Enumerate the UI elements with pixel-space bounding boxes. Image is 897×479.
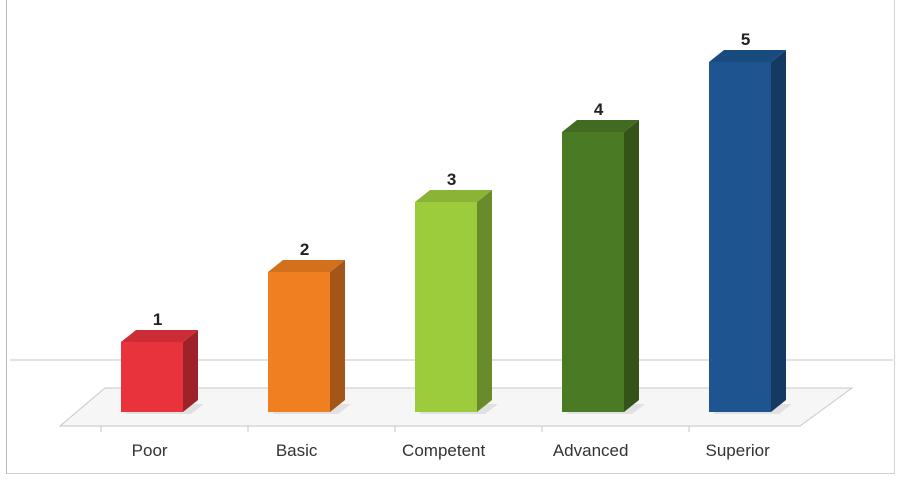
bar-top-2 — [268, 260, 345, 272]
bar-side-2 — [330, 260, 345, 412]
x-tick-label-2: Basic — [276, 441, 322, 460]
data-label-3: 3 — [447, 170, 461, 189]
bar-2 — [268, 272, 330, 412]
data-label-1: 1 — [153, 310, 167, 329]
data-label-5: 5 — [741, 30, 755, 49]
bar-side-3 — [477, 190, 492, 412]
labels-layer: 1 Poor 2 Basic 3 Competent 4 Advanced 5 … — [100, 30, 775, 460]
data-label-2: 2 — [300, 240, 314, 259]
x-tick-label-5: Superior — [706, 441, 775, 460]
x-tick-label-4: Advanced — [553, 441, 633, 460]
bar-5 — [709, 62, 771, 412]
bar-4 — [562, 132, 624, 412]
x-tick-label-1: Poor — [132, 441, 173, 460]
bar-top-1 — [121, 330, 198, 342]
bar-1 — [121, 342, 183, 412]
x-tick-label-3: Competent — [402, 441, 490, 460]
bar-side-4 — [624, 120, 639, 412]
bar-3 — [415, 202, 477, 412]
bar-top-4 — [562, 120, 639, 132]
bars-layer — [121, 50, 792, 414]
bar-side-1 — [183, 330, 198, 412]
bar-top-5 — [709, 50, 786, 62]
data-label-4: 4 — [594, 100, 608, 119]
bar-side-5 — [771, 50, 786, 412]
bar-top-3 — [415, 190, 492, 202]
